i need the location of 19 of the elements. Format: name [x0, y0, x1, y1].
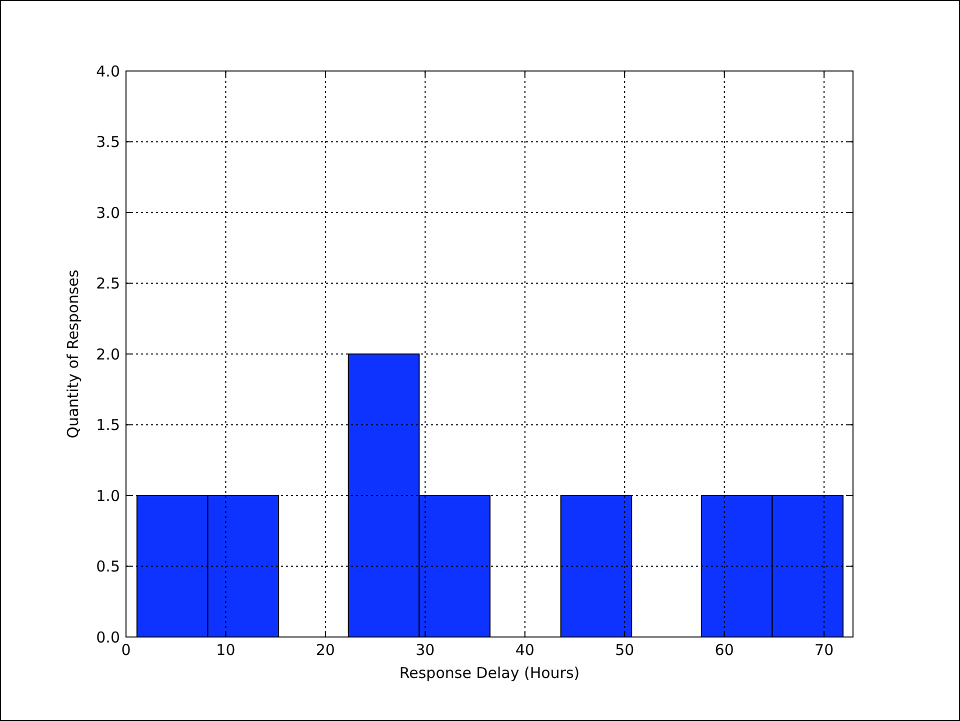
x-tick-label: 70	[814, 641, 834, 659]
y-tick-label: 2.0	[96, 345, 120, 364]
x-tick-label: 30	[416, 641, 435, 659]
x-axis-title: Response Delay (Hours)	[399, 664, 580, 682]
y-tick-label: 2.5	[96, 274, 120, 292]
x-tick-label: 0	[121, 641, 131, 659]
y-tick-label: 0.5	[96, 558, 120, 576]
y-axis-title: Quantity of Responses	[64, 269, 82, 438]
y-tick-label: 4.0	[96, 62, 120, 80]
y-tick-label: 1.5	[96, 416, 120, 434]
x-tick-label: 60	[714, 641, 734, 659]
y-tick-label: 1.0	[96, 486, 120, 505]
x-tick-label: 10	[216, 641, 236, 659]
x-tick-label: 20	[316, 641, 335, 659]
y-tick-label: 3.0	[96, 204, 120, 222]
y-tick-label: 3.5	[96, 133, 120, 151]
y-tick-label: 0.0	[96, 628, 120, 646]
x-tick-label: 40	[515, 641, 534, 659]
x-tick-label: 50	[615, 641, 634, 659]
